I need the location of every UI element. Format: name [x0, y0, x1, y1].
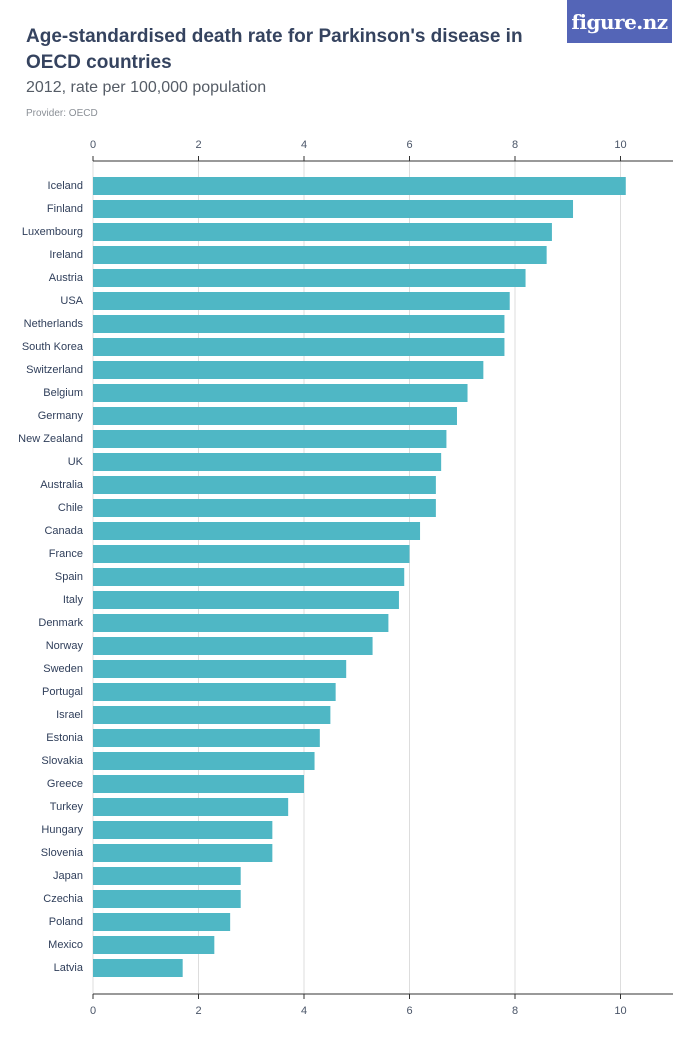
- category-label: Australia: [40, 479, 84, 491]
- top-tick-label: 8: [512, 139, 518, 151]
- bottom-tick-label: 2: [195, 1005, 201, 1017]
- bar: [93, 246, 547, 264]
- category-label: Ireland: [49, 249, 83, 261]
- top-tick-label: 4: [301, 139, 307, 151]
- category-label: Czechia: [43, 893, 84, 905]
- chart-title: Age-standardised death rate for Parkinso…: [26, 26, 523, 73]
- bar: [93, 499, 436, 517]
- bottom-tick-label: 0: [90, 1005, 96, 1017]
- bar: [93, 683, 336, 701]
- category-label: Netherlands: [24, 318, 84, 330]
- category-label: Italy: [63, 594, 84, 606]
- category-label: Denmark: [38, 617, 83, 629]
- category-label: France: [49, 548, 83, 560]
- bar: [93, 200, 574, 218]
- category-label: UK: [68, 456, 84, 468]
- category-label: Belgium: [43, 387, 83, 399]
- category-label: Latvia: [54, 962, 84, 974]
- category-label: Sweden: [43, 663, 83, 675]
- category-label: Germany: [38, 410, 84, 422]
- bar: [93, 522, 421, 540]
- bar: [93, 959, 183, 977]
- bottom-tick-label: 4: [301, 1005, 307, 1017]
- bottom-tick-label: 6: [406, 1005, 412, 1017]
- category-label: Estonia: [46, 732, 84, 744]
- bar: [93, 729, 320, 747]
- category-label: South Korea: [22, 341, 84, 353]
- category-label: USA: [60, 295, 83, 307]
- category-label: Austria: [49, 272, 84, 284]
- bar: [93, 821, 273, 839]
- category-label: Turkey: [50, 801, 84, 813]
- category-label: Portugal: [42, 686, 83, 698]
- bar: [93, 338, 505, 356]
- top-tick-label: 2: [195, 139, 201, 151]
- bar: [93, 591, 399, 609]
- bar: [93, 913, 231, 931]
- bar: [93, 361, 484, 379]
- category-label: Greece: [47, 778, 83, 790]
- bar: [93, 890, 241, 908]
- category-label: Switzerland: [26, 364, 83, 376]
- bar: [93, 706, 331, 724]
- bar: [93, 637, 373, 655]
- bar: [93, 292, 510, 310]
- bar: [93, 660, 347, 678]
- bar: [93, 453, 442, 471]
- bar: [93, 407, 457, 425]
- category-label: Israel: [56, 709, 83, 721]
- bar: [93, 476, 436, 494]
- bar: [93, 844, 273, 862]
- bar: [93, 315, 505, 333]
- bottom-tick-label: 10: [614, 1005, 626, 1017]
- provider-label: Provider: OECD: [26, 108, 98, 119]
- category-label: Hungary: [41, 824, 83, 836]
- category-label: New Zealand: [18, 433, 83, 445]
- category-label: Japan: [53, 870, 83, 882]
- category-label: Finland: [47, 203, 83, 215]
- bar: [93, 752, 315, 770]
- bar: [93, 867, 241, 885]
- bar: [93, 384, 468, 402]
- category-label: Iceland: [48, 180, 83, 192]
- bar: [93, 936, 215, 954]
- bar: [93, 545, 410, 563]
- bar: [93, 775, 304, 793]
- category-label: Slovakia: [41, 755, 83, 767]
- top-tick-label: 0: [90, 139, 96, 151]
- figure-nz-logo[interactable]: figure.nz: [567, 0, 672, 43]
- bar: [93, 177, 626, 195]
- category-label: Slovenia: [41, 847, 84, 859]
- bar: [93, 269, 526, 287]
- category-label: Poland: [49, 916, 83, 928]
- bar: [93, 798, 289, 816]
- top-tick-label: 10: [614, 139, 626, 151]
- bar: [93, 614, 389, 632]
- bar: [93, 568, 405, 586]
- category-label: Mexico: [48, 939, 83, 951]
- bar: [93, 223, 552, 241]
- category-label: Norway: [46, 640, 84, 652]
- category-label: Canada: [44, 525, 83, 537]
- top-tick-label: 6: [406, 139, 412, 151]
- chart-subtitle: 2012, rate per 100,000 population: [26, 79, 267, 96]
- category-label: Spain: [55, 571, 83, 583]
- bottom-tick-label: 8: [512, 1005, 518, 1017]
- category-label: Chile: [58, 502, 83, 514]
- bar: [93, 430, 447, 448]
- category-label: Luxembourg: [22, 226, 83, 238]
